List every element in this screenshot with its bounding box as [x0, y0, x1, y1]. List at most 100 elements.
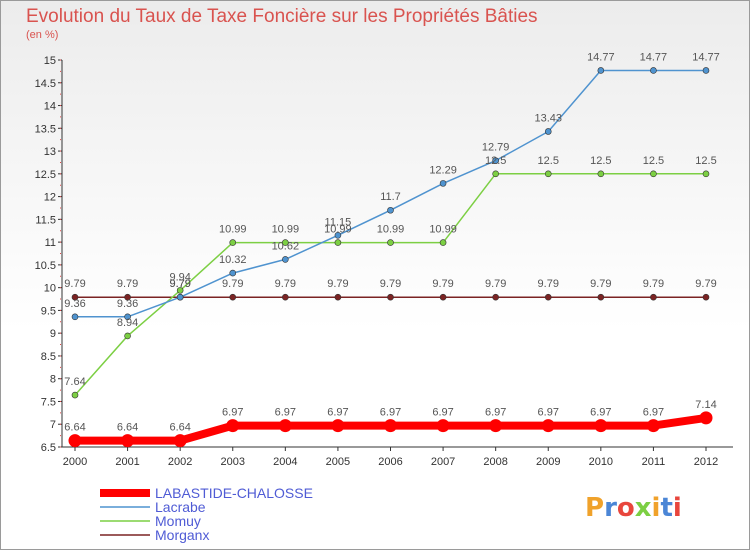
data-label: 11.7 [380, 191, 401, 203]
series-point [387, 206, 394, 214]
series-point [282, 293, 289, 301]
data-label: 9.94 [169, 271, 190, 283]
data-label: 9.79 [117, 278, 138, 290]
y-tick-label: 15 [44, 55, 56, 67]
y-tick-label: 14 [44, 101, 56, 113]
series-point [650, 293, 657, 301]
data-label: 9.36 [64, 298, 85, 310]
data-label: 14.77 [640, 51, 668, 63]
series-point [436, 419, 450, 433]
series-point [544, 170, 552, 178]
data-label: 6.97 [590, 407, 611, 419]
series-point [124, 332, 131, 340]
series-point [71, 293, 79, 301]
data-label: 9.79 [222, 278, 243, 290]
x-tick-label: 2002 [168, 456, 192, 468]
y-tick-label: 7.5 [41, 396, 56, 408]
series-point [597, 67, 605, 74]
series-point [544, 293, 552, 301]
x-tick-label: 2001 [115, 456, 139, 468]
series-point [492, 170, 499, 178]
series-point [124, 293, 131, 301]
x-tick-label: 2012 [694, 456, 718, 468]
data-label: 12.5 [485, 155, 506, 167]
x-tick-label: 2008 [483, 456, 507, 468]
x-tick-label: 2007 [431, 456, 455, 468]
proxiti-logo: Proxiti [585, 493, 682, 523]
y-tick-label: 11 [45, 237, 56, 249]
series-point [492, 293, 499, 301]
data-label: 6.64 [117, 422, 138, 434]
data-label: 6.97 [380, 407, 401, 419]
series-point [650, 170, 657, 178]
legend-label: Lacrabe [155, 499, 206, 515]
data-label: 6.97 [643, 407, 664, 419]
series-point [489, 419, 503, 433]
data-label: 12.5 [695, 155, 716, 167]
data-label: 6.64 [64, 422, 85, 434]
data-label: 6.97 [327, 407, 348, 419]
data-label: 9.79 [643, 278, 664, 290]
data-label: 11.15 [325, 216, 352, 228]
series-point [597, 170, 605, 178]
y-tick-label: 10.5 [35, 260, 56, 272]
series-point [650, 67, 657, 74]
series-point [439, 239, 447, 246]
data-label: 14.77 [692, 51, 720, 63]
data-label: 9.79 [64, 278, 85, 290]
data-label: 12.5 [538, 155, 559, 167]
legend-label: Morganx [155, 527, 209, 543]
data-label: 9.79 [169, 278, 190, 290]
y-tick-label: 12 [44, 192, 56, 204]
y-tick-label: 8 [50, 374, 56, 386]
series-point [121, 434, 135, 448]
data-label: 9.79 [380, 278, 401, 290]
series-point [331, 419, 345, 433]
data-label: 14.77 [587, 51, 615, 63]
legend-label: LABASTIDE-CHALOSSE [155, 485, 313, 501]
data-label: 9.79 [432, 278, 453, 290]
series-point [702, 293, 710, 301]
data-label: 10.62 [272, 240, 300, 252]
data-label: 12.5 [643, 155, 664, 167]
x-tick-label: 2004 [273, 456, 297, 468]
series-point [282, 256, 289, 263]
data-label: 12.29 [429, 164, 457, 176]
series-point [702, 67, 710, 74]
series-point [124, 313, 131, 321]
data-label: 7.14 [695, 399, 716, 411]
series-point [597, 293, 605, 301]
y-tick-label: 13 [44, 146, 56, 158]
x-tick-label: 2011 [642, 456, 666, 468]
data-label: 9.79 [695, 278, 716, 290]
data-label: 6.97 [485, 407, 506, 419]
data-label: 10.99 [377, 224, 405, 236]
y-tick-label: 14.5 [35, 78, 56, 90]
series-point [594, 419, 608, 433]
x-tick-label: 2000 [63, 456, 87, 468]
series-point [384, 419, 397, 433]
series-point [334, 239, 342, 246]
series-point [334, 293, 342, 301]
y-tick-label: 12.5 [35, 169, 56, 181]
data-label: 10.99 [272, 224, 300, 236]
series-point [68, 434, 82, 448]
data-label: 6.97 [222, 407, 243, 419]
data-label: 10.99 [429, 224, 457, 236]
y-tick-label: 11.5 [35, 214, 56, 226]
data-label: 6.97 [275, 407, 296, 419]
y-tick-label: 9 [50, 328, 56, 340]
y-tick-label: 6.5 [41, 442, 56, 454]
series-point [229, 269, 237, 277]
data-label: 10.32 [219, 254, 247, 266]
series-point [439, 180, 447, 187]
data-label: 12.79 [482, 142, 510, 154]
chart-title: Evolution du Taux de Taxe Foncière sur l… [26, 6, 538, 27]
series-point [176, 287, 184, 294]
series-point [646, 419, 660, 433]
data-label: 8.94 [117, 317, 138, 329]
y-tick-label: 9.5 [41, 305, 56, 317]
data-label: 9.79 [275, 278, 296, 290]
x-tick-label: 2003 [221, 456, 245, 468]
